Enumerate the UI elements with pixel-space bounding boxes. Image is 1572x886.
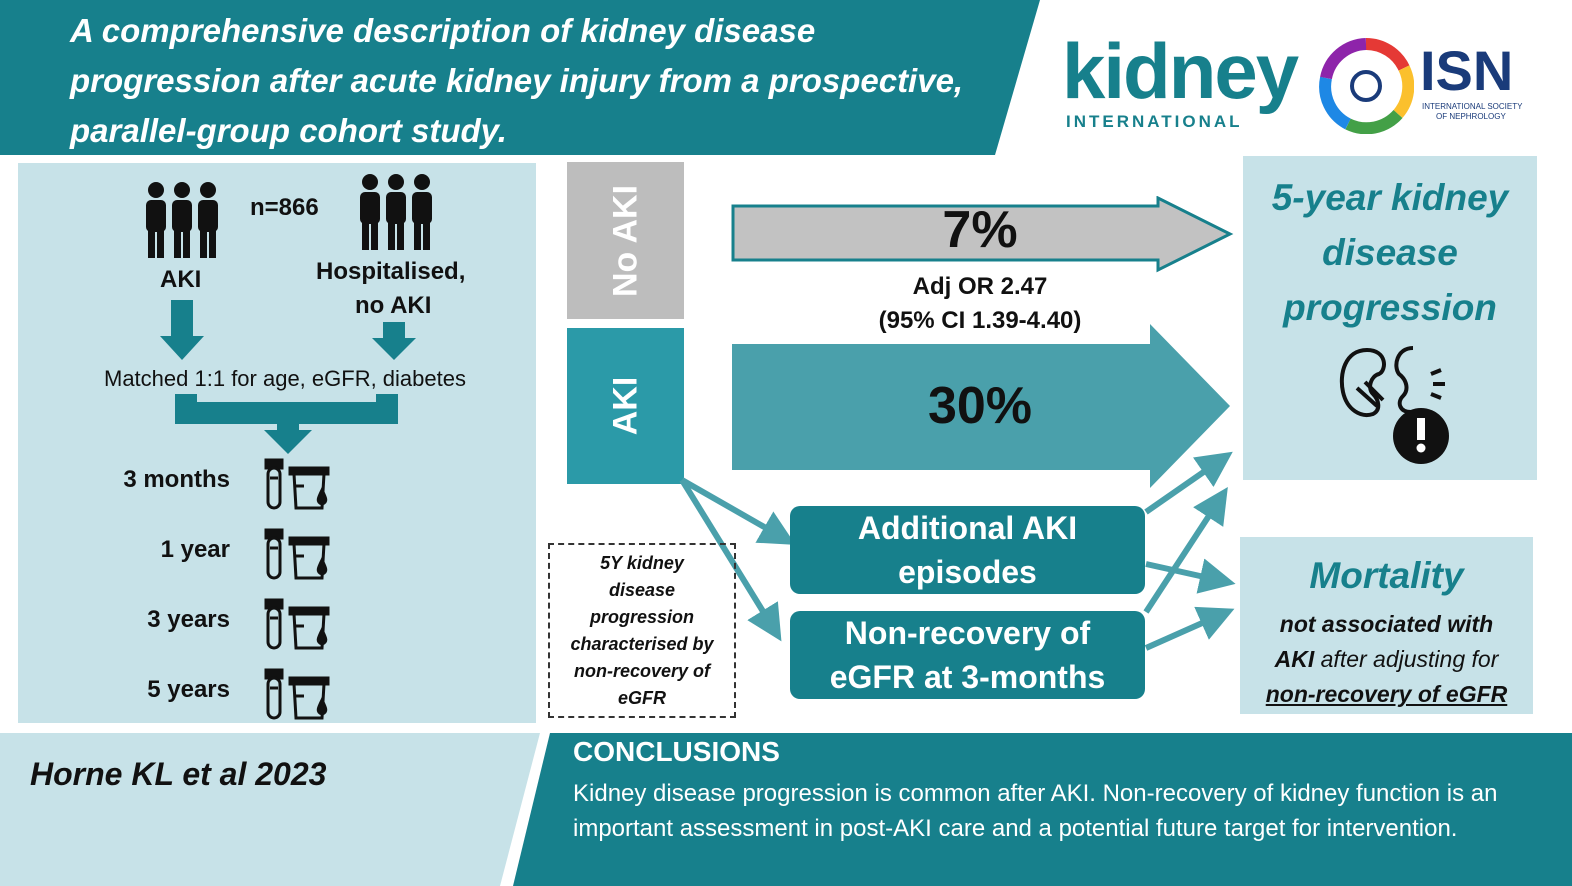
- connector-arrows: [679, 451, 1236, 651]
- isn-logo: ISN INTERNATIONAL SOCIETY OF NEPHROLOGY: [1318, 38, 1538, 134]
- progression-outcome-panel: 5-year kidney disease progression: [1243, 156, 1537, 480]
- citation-text: Horne KL et al 2023: [30, 756, 327, 792]
- adj-or-value: Adj OR 2.47: [912, 273, 1048, 300]
- citation-panel: [0, 733, 540, 886]
- progression-line-3: progression: [1283, 287, 1497, 328]
- kidney-international-logo: kidney INTERNATIONAL: [1062, 27, 1299, 135]
- society-name-1: INTERNATIONAL SOCIETY: [1422, 102, 1523, 111]
- control-down-arrow: [383, 322, 405, 340]
- no-aki-percentage: 7%: [942, 201, 1018, 259]
- flow-arrows: [160, 300, 416, 454]
- control-group-label-1: Hospitalised,: [316, 258, 466, 285]
- conclusions-text: Kidney disease progression is common aft…: [573, 780, 1498, 842]
- aki-percentage: 30%: [927, 377, 1033, 435]
- nonrecovery-line2: eGFR at 3-months: [829, 659, 1106, 695]
- additional-aki-episodes-box: Additional AKI episodes: [790, 506, 1145, 594]
- aki-label: AKI: [606, 376, 644, 436]
- note-line-5: non-recovery of: [573, 660, 710, 681]
- aki-people-icon: [146, 182, 218, 258]
- progression-outcome-title: 5-year kidney disease progression: [1243, 170, 1537, 335]
- timepoint-1-year: 1 year: [160, 536, 230, 563]
- nonrecovery-line1: Non-recovery of: [844, 615, 1091, 651]
- timepoint-5-years: 5 years: [147, 676, 230, 703]
- additional-aki-line2: episodes: [898, 554, 1037, 590]
- adj-or-ci: (95% CI 1.39-4.40): [878, 307, 1082, 334]
- mortality-aki: AKI: [1274, 646, 1315, 672]
- aki-group-label: AKI: [160, 266, 202, 293]
- journal-sub: INTERNATIONAL: [1066, 112, 1243, 131]
- no-aki-arrow: [731, 196, 1234, 273]
- kidney-warning-icon: [1339, 346, 1449, 464]
- conclusions-heading: CONCLUSIONS: [573, 736, 780, 767]
- mortality-adjusting: after adjusting for: [1314, 646, 1499, 672]
- blood-tube-icon: [264, 458, 284, 510]
- progression-line-1: 5-year kidney: [1271, 177, 1509, 218]
- note-line-4: characterised by: [570, 633, 714, 654]
- timepoint-3-years: 3 years: [147, 606, 230, 633]
- note-line-3: progression: [589, 606, 694, 627]
- title-banner: [0, 0, 1040, 155]
- no-aki-box: No AKI: [567, 162, 684, 319]
- n-label: n=866: [250, 194, 319, 221]
- note-line-2: disease: [608, 579, 676, 600]
- progression-note-box: 5Y kidney disease progression characteri…: [548, 543, 736, 718]
- aki-down-arrow: [171, 300, 193, 338]
- note-line-1: 5Y kidney: [600, 552, 684, 573]
- control-people-icon: [360, 174, 432, 250]
- aki-arrow: [732, 324, 1230, 488]
- mortality-title: Mortality: [1309, 555, 1464, 596]
- mortality-outcome-panel: Mortality not associated with AKI after …: [1240, 537, 1533, 714]
- no-aki-label: No AKI: [606, 184, 644, 297]
- society-abbr: ISN: [1420, 39, 1514, 102]
- control-group-label-2: no AKI: [355, 292, 432, 319]
- journal-name: kidney: [1062, 27, 1299, 115]
- mortality-line-3: non-recovery of eGFR: [1265, 681, 1508, 707]
- society-name-2: OF NEPHROLOGY: [1436, 112, 1506, 121]
- adjusted-odds-ratio: Adj OR 2.47 (95% CI 1.39-4.40): [830, 270, 1130, 338]
- progression-line-2: disease: [1322, 232, 1458, 273]
- additional-aki-line1: Additional AKI: [857, 510, 1078, 546]
- matched-text: Matched 1:1 for age, eGFR, diabetes: [104, 366, 466, 391]
- mortality-line-1: not associated with: [1279, 611, 1494, 637]
- note-line-6: eGFR: [617, 687, 666, 708]
- urine-pot-icon: [288, 466, 330, 510]
- mortality-text: not associated with AKI after adjusting …: [1240, 607, 1533, 712]
- aki-box: AKI: [567, 328, 684, 484]
- page-title: A comprehensive description of kidney di…: [70, 12, 964, 149]
- isn-ring-icon: [1319, 38, 1414, 134]
- non-recovery-box: Non-recovery of eGFR at 3-months: [790, 611, 1145, 699]
- timepoint-3-months: 3 months: [123, 466, 230, 493]
- mortality-line-2: AKI after adjusting for: [1240, 642, 1533, 677]
- conclusions-panel: [513, 733, 1572, 886]
- sample-icons: [264, 458, 330, 720]
